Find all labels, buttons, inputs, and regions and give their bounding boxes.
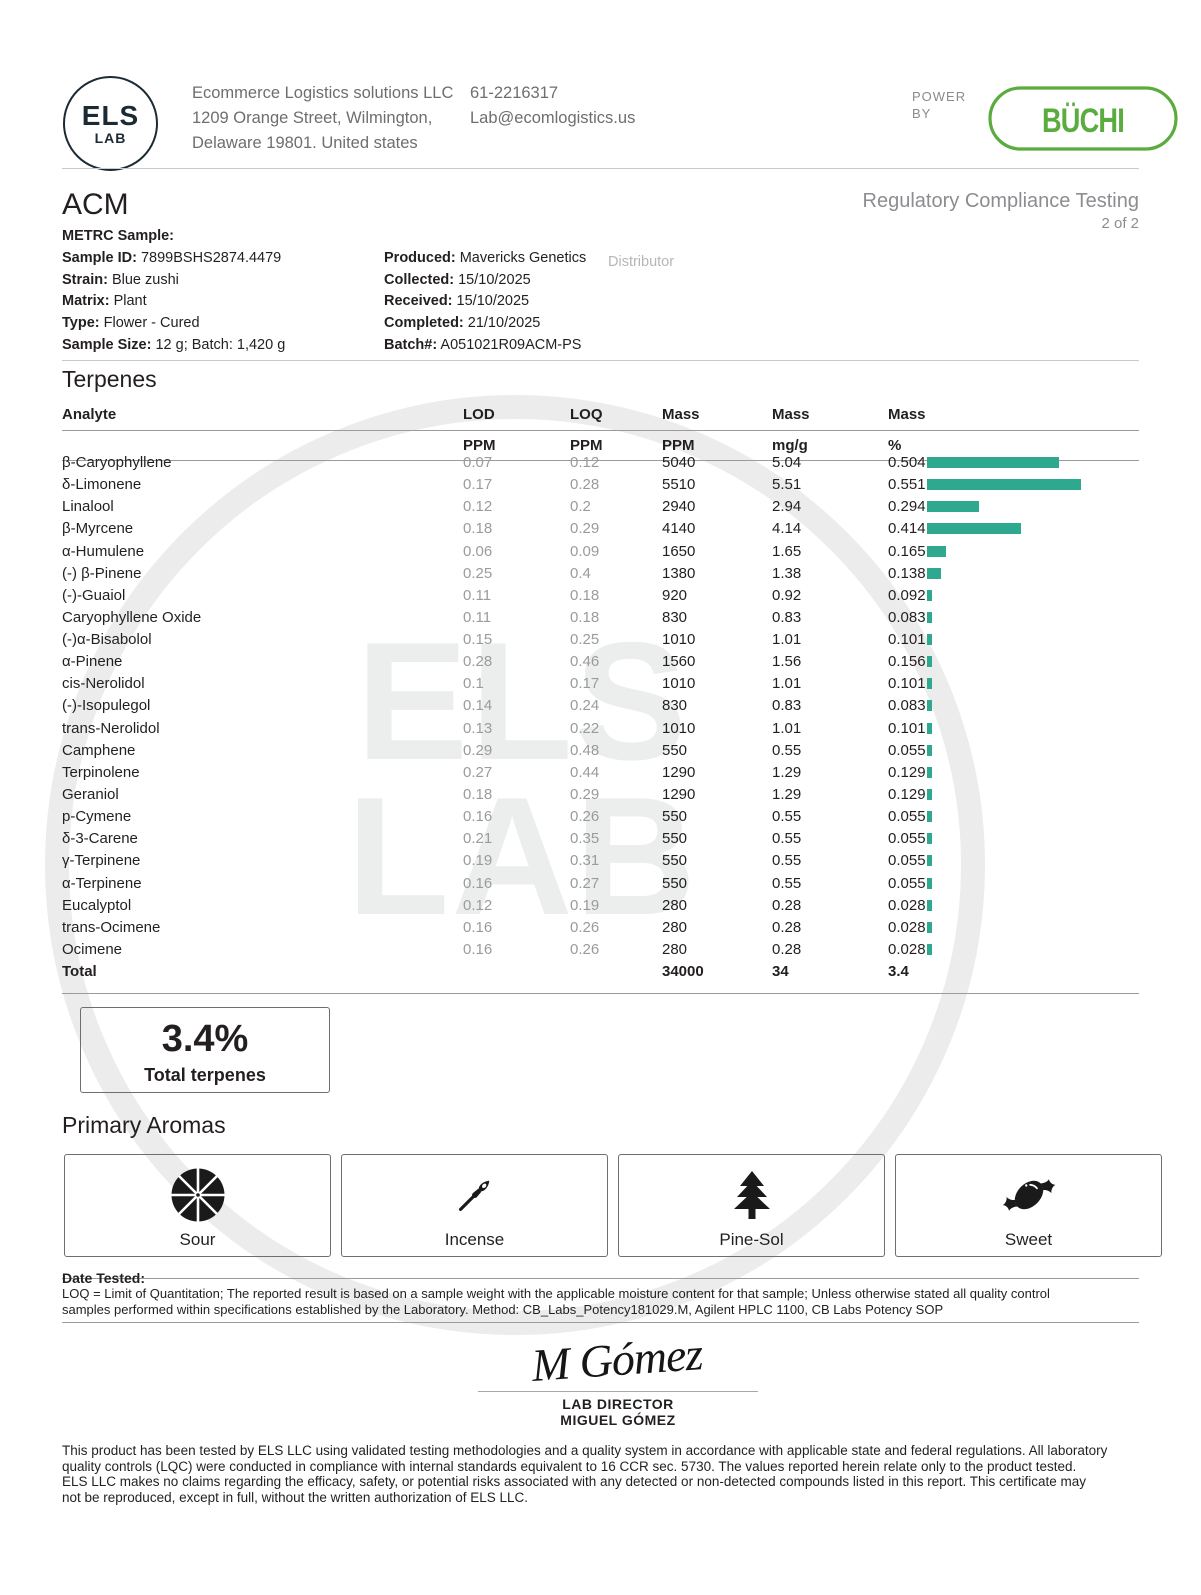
svg-text:M Gómez: M Gómez [529, 1333, 705, 1388]
svg-text:BÜCHI: BÜCHI [1042, 101, 1124, 140]
